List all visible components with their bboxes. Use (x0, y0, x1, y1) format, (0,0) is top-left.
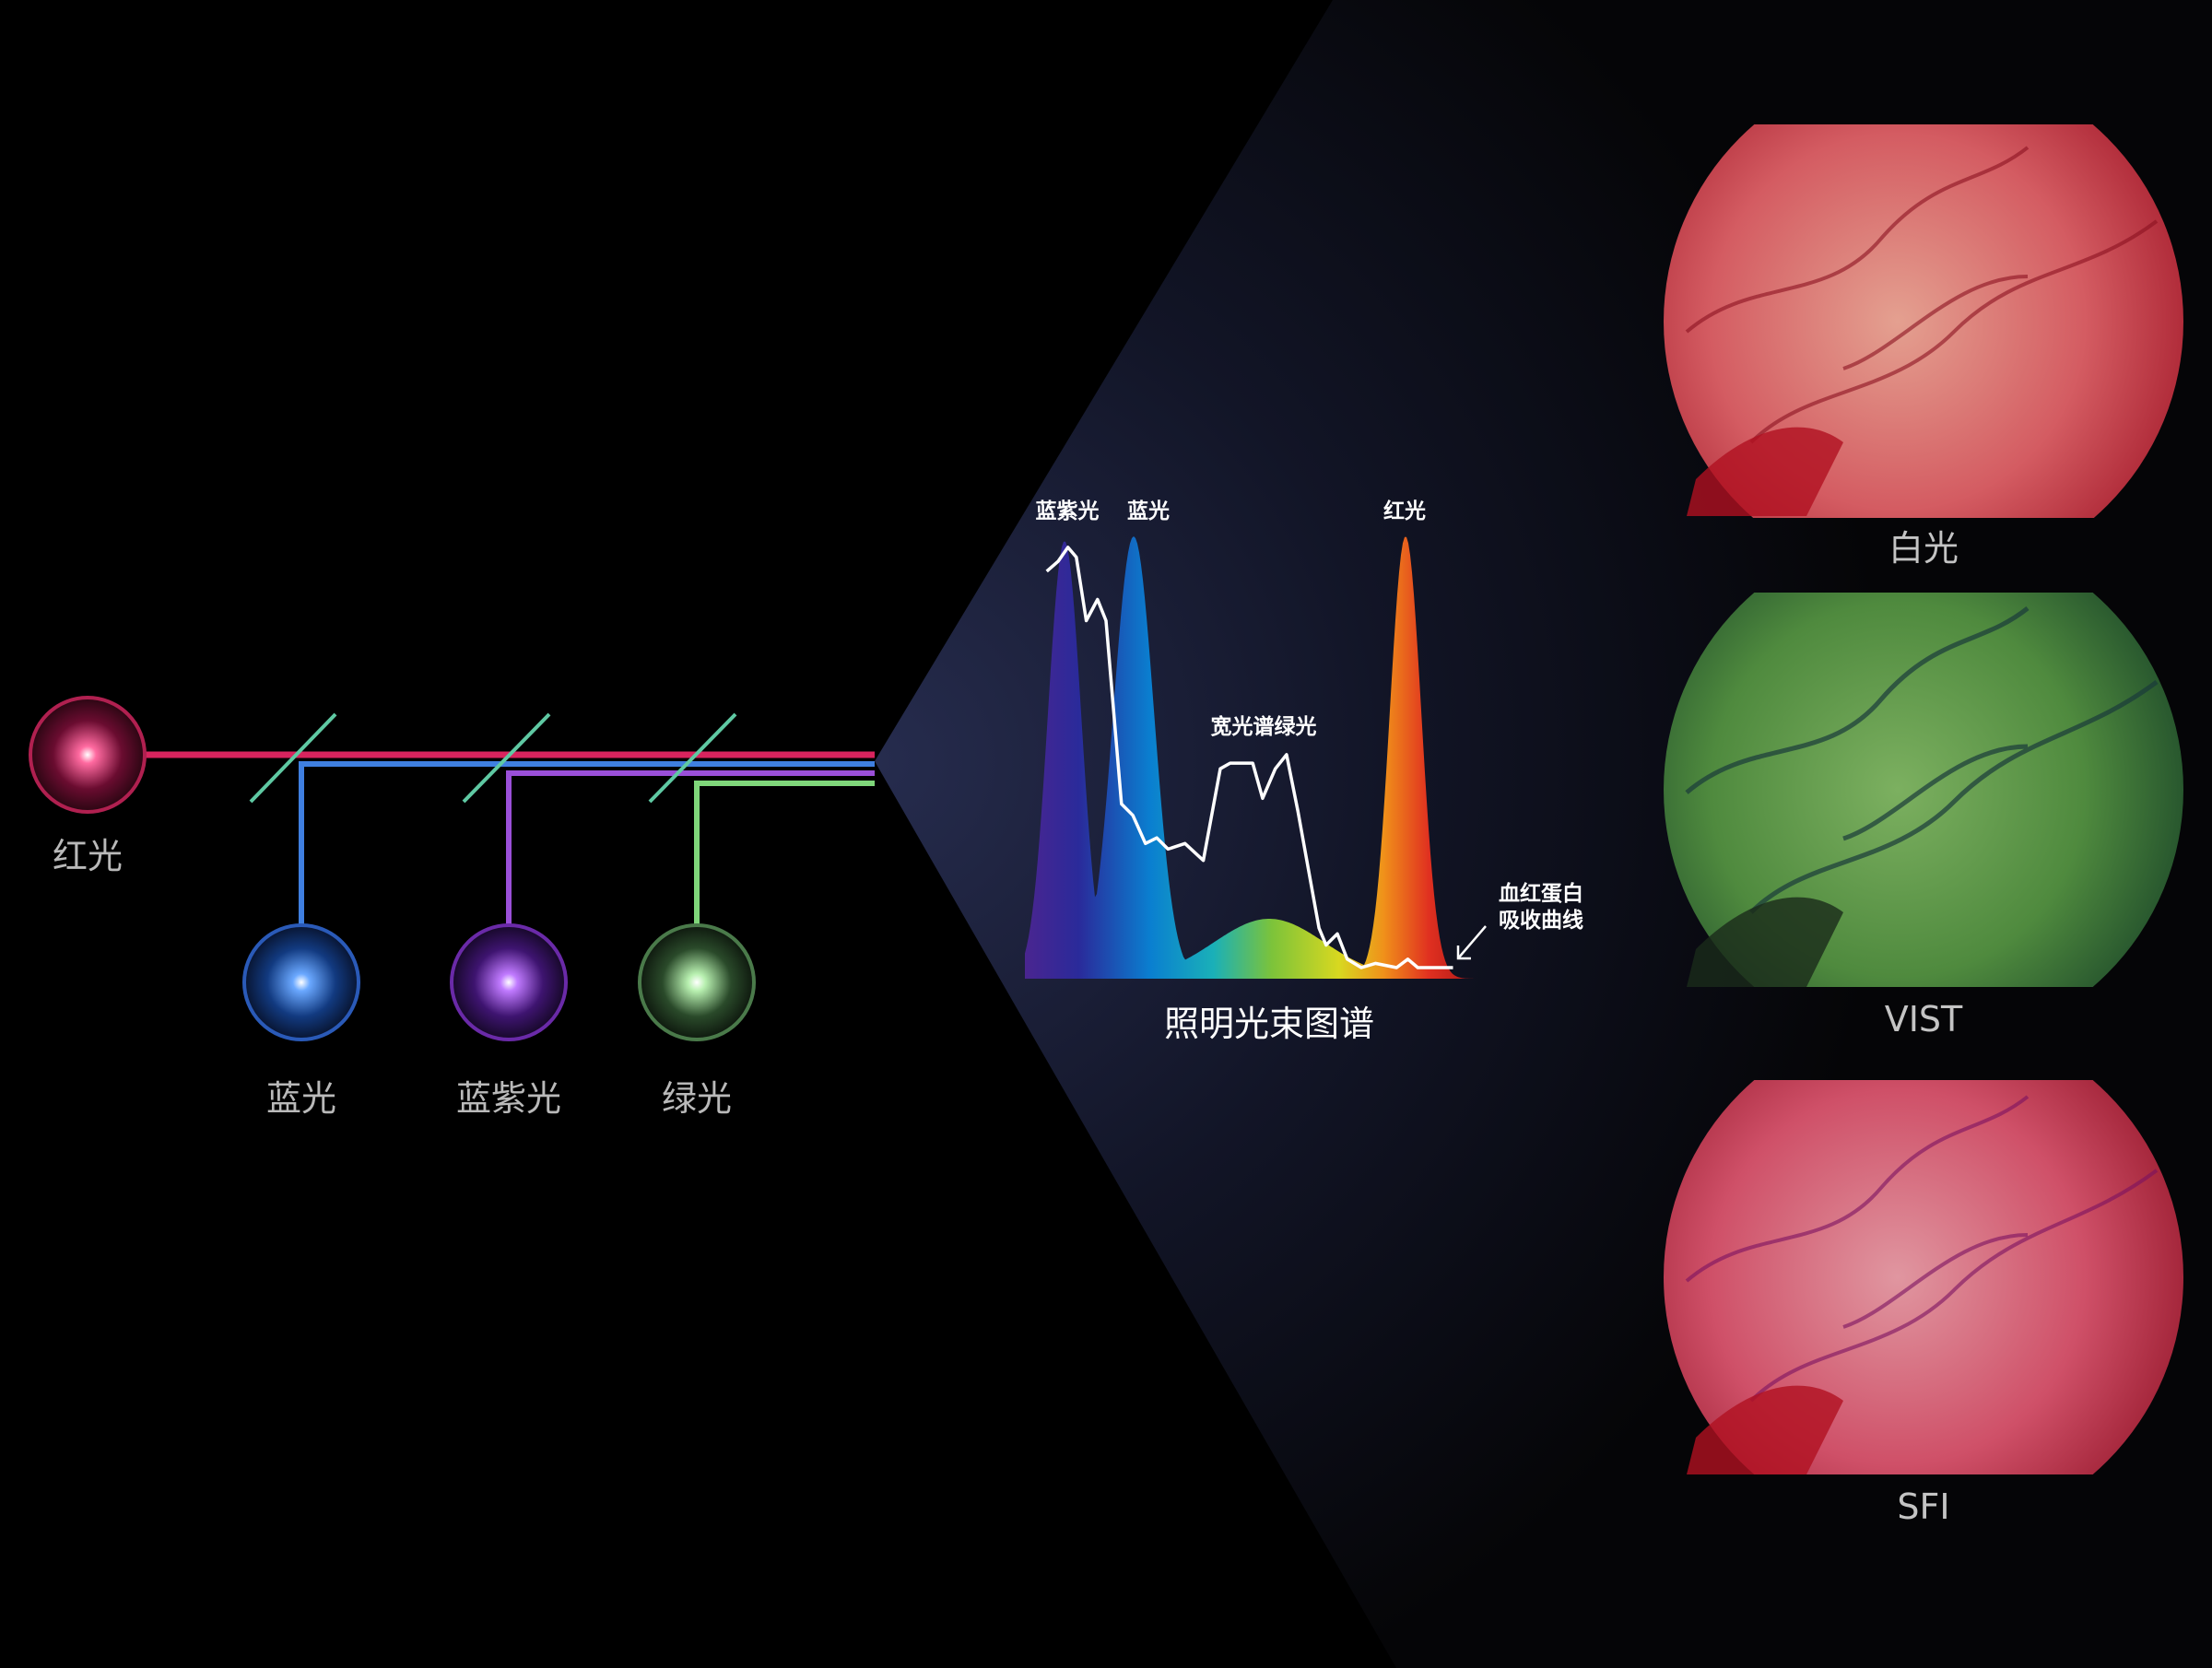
image-vist: VIST (1664, 593, 2183, 1040)
vessels (1685, 146, 2159, 444)
violet-beam (506, 770, 875, 977)
source-red: 红光 (29, 696, 147, 876)
spectrum-plot: 蓝紫光 蓝光 红光 宽光谱绿光 血红蛋白 吸收曲线 照明光束图谱 (1025, 499, 1583, 1044)
red-light-icon (29, 696, 147, 814)
beam-lines (88, 751, 875, 977)
vessels (1685, 606, 2159, 914)
image-white-light: 白光 (1664, 124, 2183, 569)
image-label-white: 白光 (1888, 528, 1959, 569)
absorption-label-line2: 吸收曲线 (1499, 908, 1583, 933)
green-light-icon (638, 923, 756, 1041)
image-sfi: SFI (1664, 1080, 2183, 1527)
absorption-label-line1: 血红蛋白 (1499, 881, 1583, 906)
vessels (1685, 1095, 2159, 1403)
spectrum-fill (1025, 536, 1474, 979)
image-label-sfi: SFI (1897, 1486, 1949, 1527)
source-label-red: 红光 (53, 836, 123, 876)
image-label-vist: VIST (1885, 999, 1963, 1040)
dichroic-mirrors (249, 712, 737, 804)
source-blue: 蓝光 (242, 923, 360, 1119)
spectrum-title: 照明光束图谱 (1164, 1004, 1374, 1044)
peak-label-violet: 蓝紫光 (1036, 499, 1100, 523)
mirror-1 (249, 712, 337, 804)
hemoglobin-absorption-curve (1045, 546, 1453, 969)
mirror-3 (648, 712, 737, 804)
peak-label-red: 红光 (1383, 499, 1426, 523)
source-label-blue: 蓝光 (266, 1078, 336, 1119)
source-label-violet: 蓝紫光 (456, 1078, 561, 1119)
peak-label-blue: 蓝光 (1127, 499, 1170, 523)
source-green: 绿光 (638, 923, 756, 1119)
source-label-green: 绿光 (662, 1078, 732, 1119)
violet-light-icon (450, 923, 568, 1041)
arrow-icon (1456, 925, 1487, 960)
blue-light-icon (242, 923, 360, 1041)
mirror-2 (462, 712, 551, 804)
green-beam (694, 781, 875, 977)
source-violet: 蓝紫光 (450, 923, 568, 1119)
peak-label-green: 宽光谱绿光 (1211, 714, 1317, 739)
blue-beam (299, 761, 875, 977)
